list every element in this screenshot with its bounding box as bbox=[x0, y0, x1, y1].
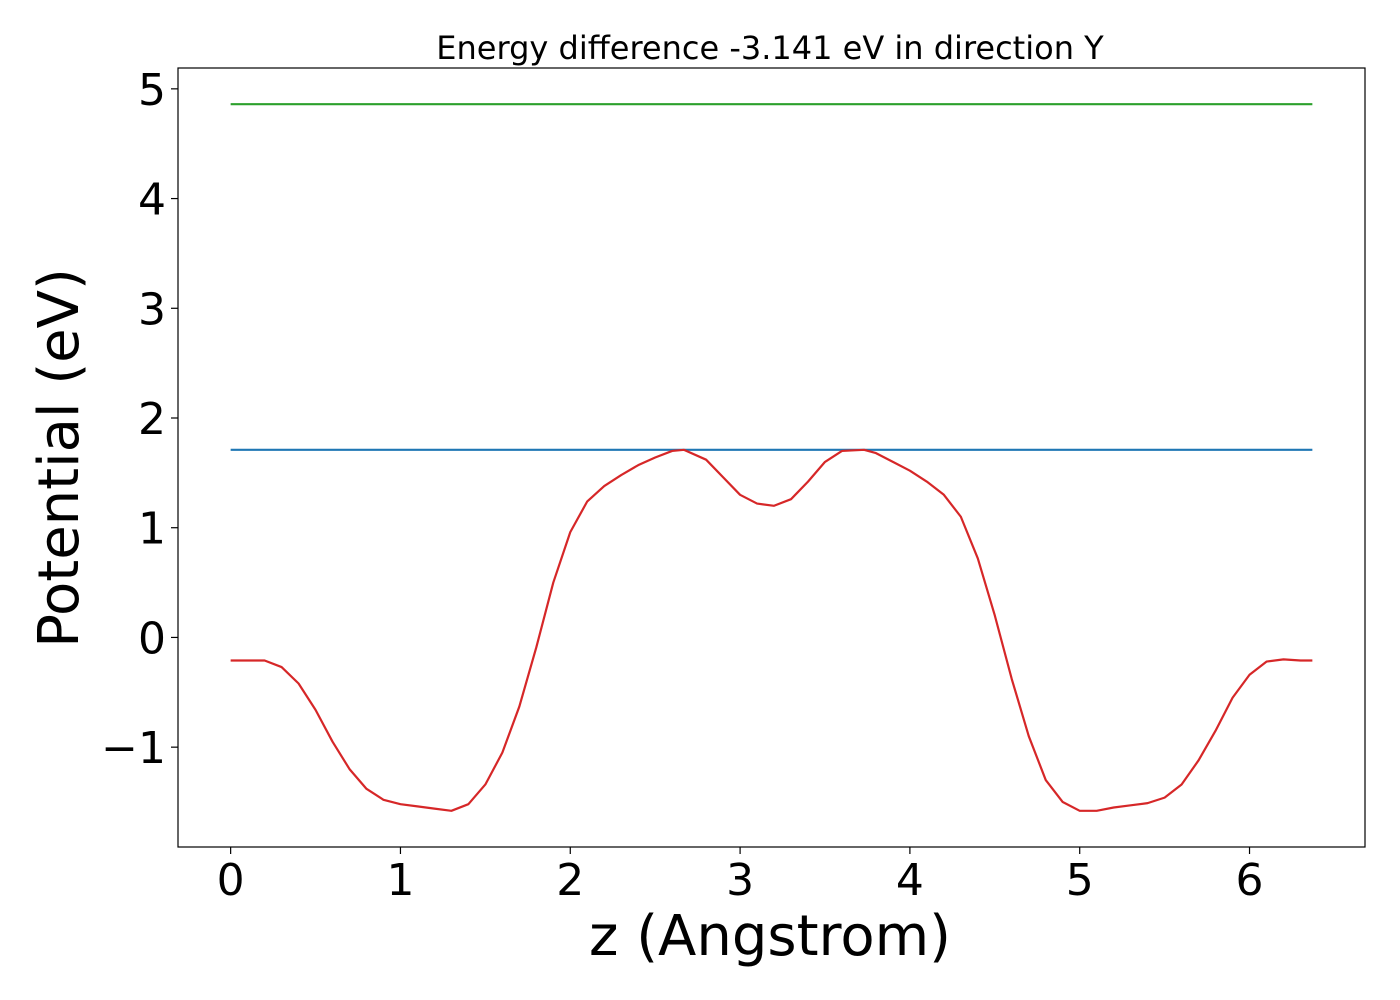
y-axis-label: Potential (eV) bbox=[27, 268, 92, 648]
axes-frame bbox=[177, 67, 1366, 848]
y-axis: −1 0 1 2 3 4 5 bbox=[101, 65, 178, 774]
x-tick-label: 4 bbox=[896, 855, 924, 906]
y-tick-label: 1 bbox=[138, 504, 166, 555]
x-tick-label: 3 bbox=[726, 855, 754, 906]
x-tick-label: 2 bbox=[556, 855, 584, 906]
x-axis: 0 1 2 3 4 5 6 bbox=[217, 847, 1264, 906]
plot-area bbox=[230, 103, 1313, 812]
x-tick-label: 0 bbox=[217, 855, 245, 906]
y-tick-label: 3 bbox=[138, 284, 166, 335]
y-tick-label: 4 bbox=[138, 175, 166, 226]
y-tick-label: −1 bbox=[101, 723, 166, 774]
x-tick-label: 1 bbox=[386, 855, 414, 906]
series-line-3 bbox=[230, 448, 1313, 812]
x-tick-label: 5 bbox=[1066, 855, 1094, 906]
y-tick-label: 0 bbox=[138, 613, 166, 664]
x-axis-label: z (Angstrom) bbox=[589, 904, 951, 969]
y-tick-label: 5 bbox=[138, 65, 166, 116]
chart-title: Energy difference -3.141 eV in direction… bbox=[436, 29, 1104, 67]
x-tick-label: 6 bbox=[1236, 855, 1264, 906]
y-tick-label: 2 bbox=[138, 394, 166, 445]
